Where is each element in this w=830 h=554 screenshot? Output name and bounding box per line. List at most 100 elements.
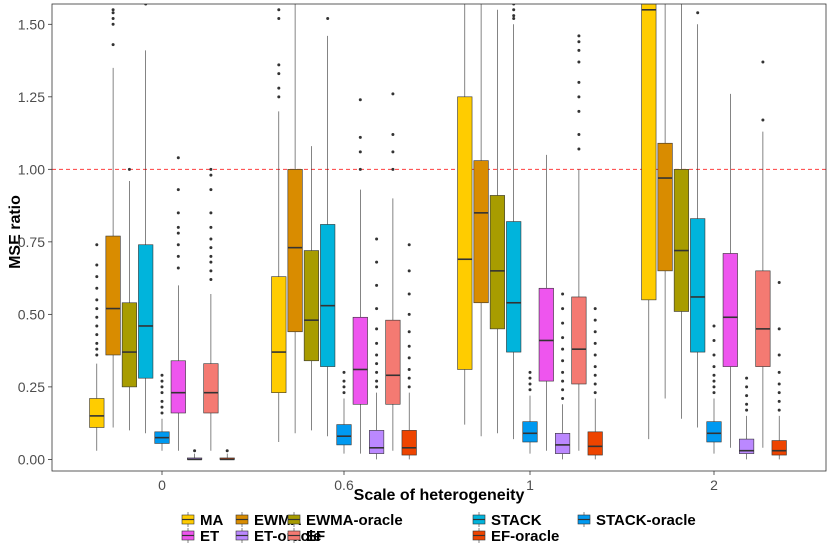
outlier-point	[225, 449, 229, 453]
y-tick-label: 1.00	[18, 161, 45, 177]
outlier-point	[209, 167, 213, 171]
box-et-oracle-2	[739, 376, 755, 460]
outlier-point	[407, 312, 411, 316]
outlier-point	[95, 353, 99, 357]
outlier-point	[745, 376, 749, 380]
outlier-point	[593, 353, 597, 357]
outlier-point	[95, 286, 99, 290]
outlier-point	[375, 260, 379, 264]
y-tick-label: 0.75	[18, 234, 45, 250]
outlier-point	[358, 135, 362, 139]
outlier-point	[577, 80, 581, 84]
outlier-point	[561, 359, 565, 363]
outlier-point	[95, 324, 99, 328]
outlier-point	[407, 292, 411, 296]
box-ma-0_6	[271, 8, 287, 442]
outlier-point	[561, 370, 565, 374]
outlier-point	[111, 11, 115, 15]
box-stack-0	[138, 4, 154, 434]
outlier-point	[777, 391, 781, 395]
box-stack-oracle-2	[706, 324, 722, 454]
box-body	[706, 421, 722, 443]
legend-item-et: ET	[181, 528, 219, 545]
box-et-0_6	[352, 98, 368, 454]
outlier-point	[391, 133, 395, 137]
box-ef-oracle-0	[219, 449, 235, 461]
legend-item-ef: EF	[287, 528, 325, 545]
legend-label: MA	[200, 512, 223, 529]
box-et-1	[538, 154, 554, 451]
box-ewma-oracle-1	[489, 9, 505, 434]
outlier-point	[209, 278, 213, 282]
box-body	[506, 221, 522, 353]
outlier-point	[593, 365, 597, 369]
outlier-point	[277, 63, 281, 67]
outlier-point	[593, 382, 597, 386]
box-ef-oracle-1	[587, 307, 603, 460]
legend-label: STACK	[491, 512, 542, 529]
box-body	[352, 316, 368, 405]
outlier-point	[712, 373, 716, 377]
outlier-point	[593, 318, 597, 322]
y-tick-label: 1.25	[18, 89, 45, 105]
outlier-point	[712, 365, 716, 369]
outlier-point	[95, 275, 99, 279]
legend-item-ewma-oracle: EWMA-oracle	[287, 512, 403, 529]
box-body	[385, 319, 401, 405]
outlier-point	[712, 391, 716, 395]
outlier-point	[209, 237, 213, 241]
box-stack-oracle-0_6	[336, 370, 352, 454]
outlier-point	[777, 280, 781, 284]
box-stack-2	[690, 11, 706, 428]
outlier-point	[160, 379, 164, 383]
outlier-point	[407, 376, 411, 380]
outlier-point	[95, 263, 99, 267]
box-ewma-0	[105, 8, 121, 428]
outlier-point	[407, 330, 411, 334]
outlier-point	[95, 333, 99, 337]
outlier-point	[176, 266, 180, 270]
outlier-point	[358, 98, 362, 102]
box-body	[138, 244, 154, 379]
outlier-point	[777, 353, 781, 357]
legend-item-ef-oracle: EF-oracle	[472, 528, 559, 545]
outlier-point	[407, 367, 411, 371]
outlier-point	[577, 109, 581, 113]
outlier-point	[375, 353, 379, 357]
outlier-point	[696, 11, 700, 15]
outlier-point	[512, 17, 516, 21]
outlier-point	[111, 8, 115, 12]
outlier-point	[745, 385, 749, 389]
outlier-point	[593, 307, 597, 311]
outlier-point	[777, 399, 781, 403]
outlier-point	[95, 315, 99, 319]
outlier-point	[577, 34, 581, 38]
outlier-point	[375, 379, 379, 383]
box-body	[771, 440, 787, 456]
outlier-point	[745, 408, 749, 412]
box-body	[657, 142, 673, 272]
outlier-point	[375, 307, 379, 311]
outlier-point	[528, 388, 532, 392]
x-tick-label: 2	[710, 477, 718, 493]
y-tick-label: 1.50	[18, 16, 45, 32]
outlier-point	[209, 225, 213, 229]
outlier-point	[745, 394, 749, 398]
outlier-point	[528, 382, 532, 386]
box-ewma-oracle-0	[121, 167, 137, 431]
outlier-point	[407, 269, 411, 273]
x-tick-label: 1	[526, 477, 534, 493]
outlier-point	[391, 167, 395, 171]
box-body	[170, 360, 186, 414]
y-tick-label: 0.50	[18, 306, 45, 322]
outlier-point	[95, 347, 99, 351]
legend-label: EF-oracle	[491, 528, 559, 545]
outlier-point	[160, 405, 164, 409]
outlier-point	[375, 283, 379, 287]
outlier-point	[593, 341, 597, 345]
outlier-point	[209, 260, 213, 264]
outlier-point	[111, 17, 115, 21]
outlier-point	[712, 338, 716, 342]
plot-marks	[52, 4, 826, 461]
outlier-point	[111, 22, 115, 26]
